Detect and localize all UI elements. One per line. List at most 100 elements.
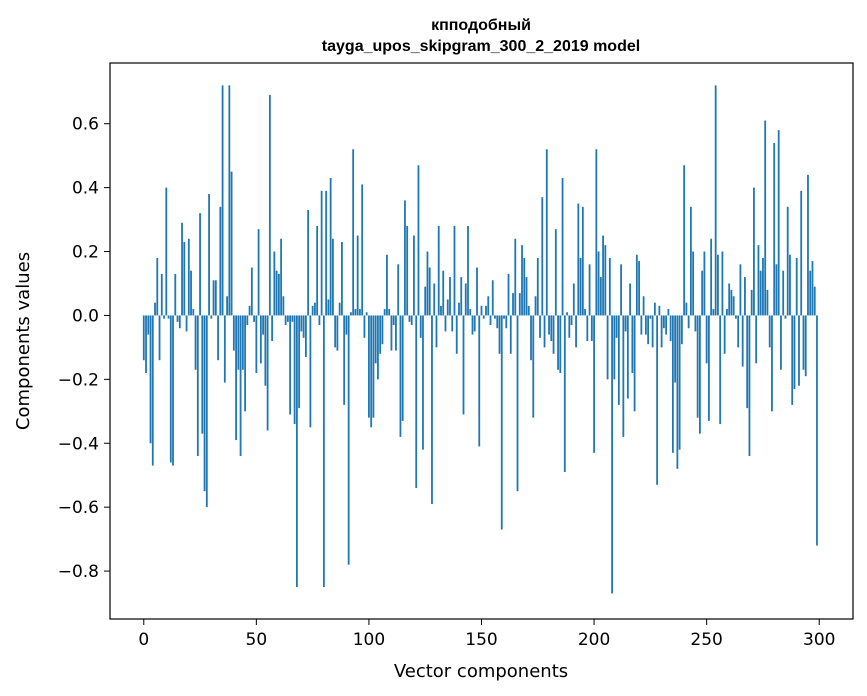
bar	[572, 283, 575, 316]
bar	[289, 315, 292, 415]
bar	[273, 251, 276, 316]
bar	[640, 315, 643, 335]
bar	[194, 315, 197, 370]
bar	[798, 315, 800, 386]
bar	[322, 315, 325, 588]
bar	[320, 190, 323, 316]
bar	[491, 280, 494, 316]
bar	[784, 315, 787, 319]
bar	[629, 283, 631, 316]
bar	[777, 130, 780, 316]
bar	[408, 315, 411, 322]
bar	[568, 315, 571, 338]
bar	[246, 315, 249, 326]
bar	[685, 302, 688, 316]
y-tick-label: −0.2	[58, 370, 99, 390]
bar	[638, 261, 641, 316]
bar	[264, 315, 267, 386]
bar	[523, 257, 526, 316]
bar	[577, 203, 580, 316]
bar	[453, 225, 456, 316]
bar	[307, 209, 310, 316]
bar	[653, 302, 656, 316]
bar	[566, 312, 568, 316]
x-tick-label: 100	[353, 630, 385, 650]
y-axis-ticks: −0.8 −0.6 −0.4 −0.2 0.0 0.2 0.4 0.6	[58, 115, 110, 582]
bar	[183, 241, 186, 316]
bar	[424, 286, 427, 316]
bar	[147, 315, 150, 335]
bar	[753, 187, 755, 316]
bar	[435, 315, 438, 348]
bar	[352, 149, 355, 316]
bar	[223, 315, 226, 383]
bar	[190, 270, 192, 316]
bar	[295, 315, 298, 588]
bar	[397, 264, 400, 316]
bar	[266, 315, 269, 431]
bar	[665, 315, 668, 335]
bar	[286, 315, 289, 322]
bar	[651, 315, 654, 348]
bar	[176, 315, 179, 322]
bar	[500, 315, 503, 530]
x-tick-label: 300	[803, 630, 835, 650]
bar	[338, 302, 341, 316]
bar	[550, 315, 553, 341]
bar	[507, 273, 510, 316]
bar	[187, 238, 190, 316]
bar	[442, 270, 445, 316]
bar	[807, 174, 809, 316]
bar	[575, 315, 577, 348]
bar	[548, 315, 550, 335]
bar	[658, 305, 661, 316]
bar	[368, 315, 370, 418]
x-axis-label: Vector components	[394, 661, 568, 682]
bar	[156, 257, 159, 316]
bar	[570, 315, 573, 326]
bar	[773, 142, 776, 316]
bar	[241, 315, 244, 370]
bar	[584, 309, 586, 316]
bar	[356, 235, 359, 316]
bar	[732, 296, 735, 316]
bar	[401, 315, 404, 421]
bar	[169, 315, 172, 463]
bar	[250, 267, 253, 316]
bar	[437, 225, 440, 316]
bar	[226, 296, 228, 316]
bar	[210, 315, 213, 319]
bar	[543, 315, 546, 348]
bar	[444, 315, 447, 332]
bar	[145, 315, 147, 373]
bar	[284, 315, 287, 326]
bar	[293, 315, 296, 425]
bar	[588, 264, 591, 316]
bar	[239, 315, 242, 457]
bar	[192, 309, 195, 316]
bar	[656, 315, 659, 485]
x-tick-label: 200	[578, 630, 610, 650]
bar	[813, 286, 816, 316]
bar	[791, 315, 794, 405]
bar	[795, 257, 798, 316]
bar	[473, 315, 476, 332]
bar	[309, 315, 312, 428]
bar	[622, 315, 625, 437]
bar	[786, 206, 789, 316]
bar	[633, 315, 636, 412]
bar	[748, 315, 751, 457]
bar	[703, 251, 706, 316]
bar	[730, 289, 733, 316]
bar	[196, 315, 199, 457]
bar	[692, 251, 695, 316]
bar	[228, 85, 231, 316]
bar	[379, 315, 382, 354]
bar	[579, 257, 582, 316]
bar	[151, 315, 154, 466]
y-tick-label: −0.8	[58, 562, 99, 582]
bar	[417, 165, 420, 316]
bar	[419, 315, 422, 338]
bar	[451, 315, 454, 332]
bar	[237, 315, 240, 370]
